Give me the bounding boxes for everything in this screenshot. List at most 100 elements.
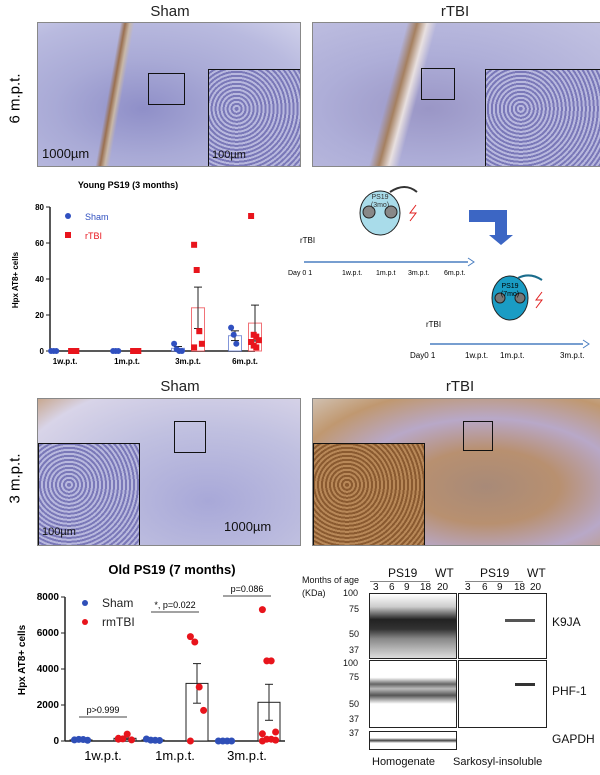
tick-label: Day0 1 — [410, 351, 436, 360]
fraction-label: Homogenate — [372, 756, 435, 768]
top-sham-title: Sham — [150, 3, 190, 20]
data-point — [248, 339, 255, 345]
data-point — [123, 730, 131, 738]
legend-label: Sham — [85, 212, 109, 222]
y-tick-label: 80 — [35, 203, 44, 212]
group-label: PS19 — [388, 566, 418, 580]
data-point — [73, 348, 80, 354]
zoom-box — [174, 421, 206, 453]
lane-label: 6 — [389, 582, 395, 593]
timeline-diagram: PS19 (3mo) rTBI Day 0 1 1w.p.t. 1m.p.t 3… — [288, 186, 590, 360]
legend-label: rTBI — [85, 231, 102, 241]
group-label: WT — [435, 566, 454, 580]
data-point — [228, 737, 236, 745]
y-tick-label: 0 — [53, 736, 59, 747]
data-point — [186, 633, 194, 641]
data-point — [198, 340, 205, 347]
kda-label: (KDa) — [302, 588, 326, 598]
marker: 50 — [349, 699, 360, 709]
zoom-box — [148, 73, 185, 105]
data-point — [114, 735, 122, 743]
top-rtbi-title: rTBI — [440, 3, 470, 20]
inset-image — [313, 443, 425, 545]
y-tick-label: 20 — [35, 311, 44, 320]
data-point — [191, 638, 199, 646]
lane-label: 18 — [514, 582, 526, 593]
x-tick-label: 1w.p.t. — [53, 357, 78, 366]
data-point — [196, 328, 203, 335]
tick-label: 1w.p.t. — [465, 351, 488, 360]
lane-label: 3 — [465, 582, 471, 593]
k9ja-homogenate-blot — [369, 593, 457, 659]
marker: 75 — [349, 604, 360, 614]
young-event: rTBI — [300, 236, 315, 245]
data-point — [53, 348, 60, 354]
data-point — [253, 333, 260, 340]
marker: 37 — [349, 714, 360, 724]
legend-label: Sham — [102, 596, 133, 610]
marker: 100 — [343, 658, 359, 668]
k9ja-sarkosyl-blot — [458, 593, 547, 659]
old-mouse-icon — [491, 274, 543, 321]
data-point — [195, 683, 203, 691]
chart-title: Old PS19 (7 months) — [108, 562, 235, 577]
histology-rtbi-3mpt — [312, 398, 600, 546]
data-point — [230, 331, 237, 338]
y-axis-label: Hpx AT8+ cells — [11, 251, 20, 308]
data-point — [253, 344, 260, 351]
lane-label: 20 — [437, 582, 449, 593]
antibody-label: K9JA — [552, 615, 581, 629]
scale-bar-large: 1000µm — [224, 519, 272, 534]
data-point — [272, 736, 280, 744]
tick-label: 1m.p.t — [376, 270, 396, 277]
lane-label: 9 — [497, 582, 503, 593]
data-point — [178, 348, 185, 354]
p-value-label: *, p=0.022 — [154, 600, 195, 610]
mid-rtbi-title: rTBI — [445, 378, 475, 395]
data-point — [115, 348, 122, 354]
tick-label: 3m.p.t. — [560, 351, 584, 360]
histology-sham-3mpt: 100µm 1000µm — [37, 398, 301, 546]
p-value-label: p=0.086 — [231, 584, 264, 594]
data-point — [186, 737, 194, 745]
young-mouse-age: (3mo) — [371, 202, 389, 209]
data-point — [171, 340, 178, 347]
lane-label: 3 — [373, 582, 379, 593]
inset-image — [485, 69, 600, 166]
lane-label: 18 — [420, 582, 432, 593]
tick-label: 6m.p.t. — [444, 270, 465, 277]
zoom-box — [421, 68, 455, 100]
antibody-label: GAPDH — [552, 732, 595, 746]
months-label: Months of age — [302, 575, 360, 585]
inset-image — [208, 69, 300, 166]
y-tick-label: 6000 — [37, 628, 60, 639]
x-tick-label: 1m.p.t. — [155, 748, 195, 763]
x-tick-label: 1w.p.t. — [84, 748, 122, 763]
y-tick-label: 8000 — [37, 592, 60, 603]
y-tick-label: 4000 — [37, 664, 60, 675]
data-point — [267, 657, 275, 665]
legend-marker — [65, 213, 71, 219]
tick-label: Day 0 1 — [288, 270, 312, 277]
old-mouse-age: (7mo) — [501, 291, 519, 298]
lightning-icon — [409, 204, 417, 222]
data-point — [200, 706, 208, 714]
old-event: rTBI — [426, 320, 441, 329]
data-point — [135, 348, 142, 354]
marker: 50 — [349, 629, 360, 639]
tick-label: 3m.p.t. — [408, 270, 429, 277]
marker: 75 — [349, 672, 360, 682]
legend-marker — [65, 232, 71, 238]
data-point — [255, 337, 262, 344]
young-mouse-label: PS19 — [371, 194, 388, 201]
old-mouse-label: PS19 — [501, 283, 518, 290]
group-label: WT — [527, 566, 546, 580]
lane-label: 6 — [482, 582, 488, 593]
marker: 37 — [349, 645, 360, 655]
data-point — [272, 728, 280, 736]
chart-title: Young PS19 (3 months) — [78, 180, 178, 190]
y-axis-label: Hpx AT8+ cells — [17, 624, 28, 695]
arrow-icon — [469, 210, 513, 245]
antibody-label: PHF-1 — [552, 684, 587, 698]
